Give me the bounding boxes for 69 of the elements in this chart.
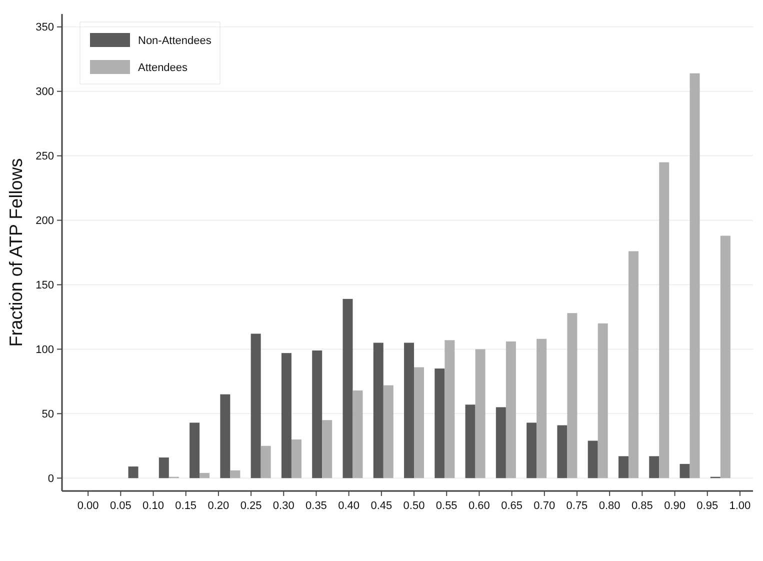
x-tick-label: 0.60 (468, 500, 490, 512)
bar (649, 456, 660, 478)
y-axis-title: Fraction of ATP Fellows (6, 158, 26, 347)
bar (373, 342, 384, 478)
x-tick-label: 0.15 (175, 500, 197, 512)
bar (618, 456, 628, 478)
bar (526, 422, 537, 478)
bar (659, 162, 670, 478)
bar (506, 341, 516, 478)
bar (250, 334, 261, 478)
bar (342, 298, 353, 478)
y-tick-label: 0 (48, 472, 54, 485)
bar (383, 385, 394, 478)
y-tick-label: 100 (36, 344, 54, 356)
x-tick-label: 0.45 (370, 500, 392, 512)
legend-label: Attendees (138, 62, 188, 74)
legend-label: Non-Attendees (138, 34, 212, 47)
bar (444, 340, 455, 478)
bar (567, 313, 578, 478)
y-tick-label: 150 (36, 280, 54, 292)
x-tick-label: 0.80 (598, 500, 620, 512)
bar (190, 422, 200, 478)
bar (352, 390, 363, 478)
x-tick-label: 0.30 (272, 500, 294, 512)
x-tick-label: 0.65 (501, 500, 523, 512)
bar (128, 466, 138, 478)
x-tick-label: 1.00 (729, 500, 751, 512)
bar (404, 342, 414, 478)
x-tick-label: 0.40 (338, 500, 360, 512)
y-tick-label: 250 (36, 150, 54, 163)
y-tick-label: 50 (42, 408, 54, 420)
x-tick-label: 0.35 (306, 500, 327, 512)
bar (230, 470, 240, 478)
x-tick-label: 0.00 (77, 500, 99, 512)
y-tick-label: 300 (36, 86, 54, 98)
bar (281, 353, 292, 478)
bar (690, 73, 700, 478)
bar (200, 472, 210, 478)
x-tick-label: 0.75 (566, 500, 588, 512)
bar (496, 407, 506, 478)
bar (475, 349, 486, 478)
x-tick-label: 0.70 (534, 500, 556, 512)
x-tick-label: 0.95 (696, 500, 718, 512)
x-tick-label: 0.10 (142, 500, 164, 512)
bar (598, 323, 608, 478)
x-tick-label: 0.50 (403, 500, 425, 512)
x-tick-label: 0.05 (110, 500, 132, 512)
bar (414, 367, 424, 478)
bar (557, 425, 568, 478)
y-tick-label: 350 (36, 22, 54, 34)
bar (158, 457, 169, 478)
x-tick-label: 0.25 (240, 500, 262, 512)
x-tick-label: 0.85 (631, 500, 653, 512)
bar (536, 338, 547, 478)
y-tick-label: 200 (36, 215, 54, 228)
x-tick-label: 0.20 (208, 500, 230, 512)
bar (720, 236, 730, 478)
bar (465, 404, 476, 478)
bar (220, 394, 230, 478)
bar (434, 368, 445, 478)
bar (322, 420, 332, 478)
x-tick-label: 0.55 (436, 500, 458, 512)
x-tick-label: 0.90 (664, 500, 686, 512)
bar (588, 440, 598, 478)
bar (628, 251, 638, 478)
bar (260, 446, 271, 478)
bar (680, 464, 690, 478)
bar (291, 439, 302, 478)
bar (312, 350, 322, 478)
